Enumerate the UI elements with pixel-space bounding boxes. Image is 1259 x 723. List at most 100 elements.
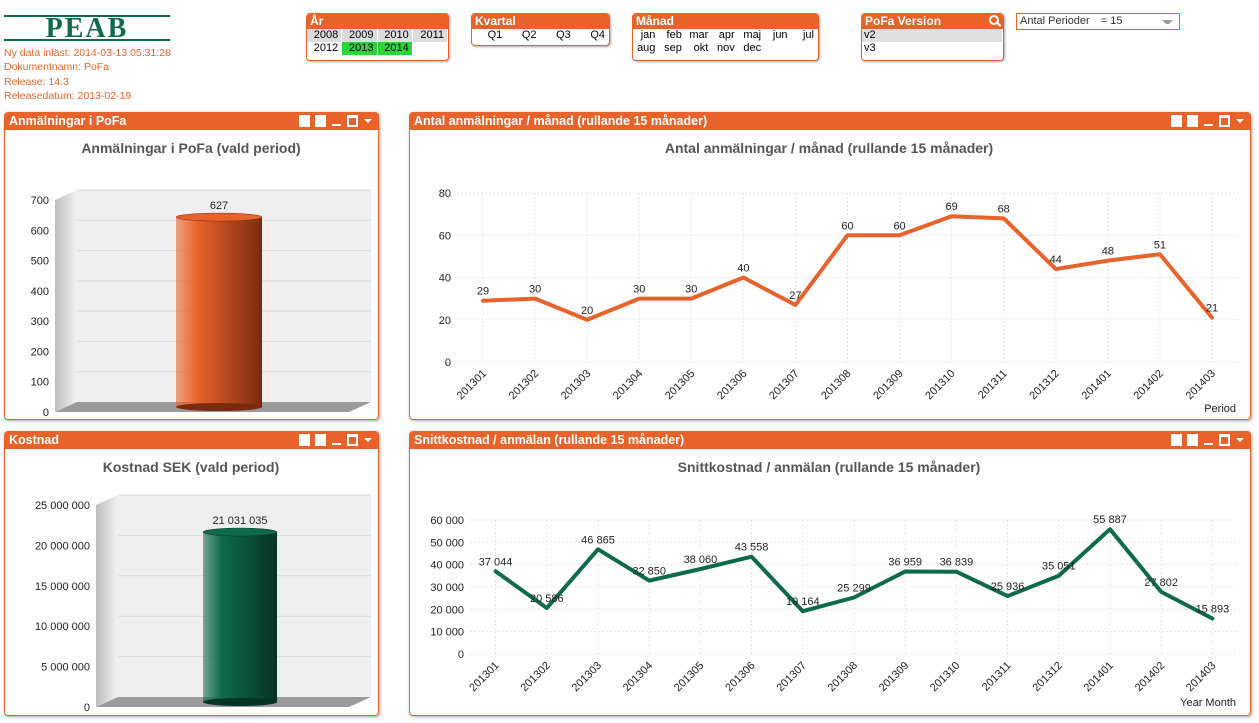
svg-text:PEAB: PEAB: [46, 13, 129, 44]
minimize-icon[interactable]: [331, 434, 342, 446]
data-label: 40: [737, 263, 749, 275]
print-icon[interactable]: [299, 115, 310, 127]
data-label: 36 959: [888, 556, 922, 568]
year-option-selected[interactable]: 2014: [377, 42, 413, 55]
periods-dropdown-label: Antal Perioder: [1020, 15, 1090, 27]
y-tick-label: 0: [43, 407, 49, 418]
year-listbox[interactable]: År 2008 2009 2010 2011 2012 2013 2014: [306, 13, 449, 61]
quarter-listbox[interactable]: Kvartal Q1 Q2 Q3 Q4: [471, 13, 610, 46]
pofa-version-option[interactable]: v2: [862, 29, 1003, 42]
maximize-icon[interactable]: [1219, 115, 1230, 127]
minimize-icon[interactable]: [1203, 434, 1214, 446]
x-tick-label: 201312: [1027, 368, 1061, 402]
year-option[interactable]: 2010: [377, 29, 413, 42]
data-label: 44: [1050, 254, 1062, 266]
quarter-option[interactable]: Q2: [506, 29, 541, 42]
chevron-down-icon[interactable]: [1162, 20, 1173, 24]
y-tick-label: 20 000: [430, 604, 464, 616]
panel-caption-text: Kostnad: [9, 433, 59, 447]
y-tick-label: 20 000 000: [35, 540, 90, 552]
menu-icon[interactable]: [363, 434, 374, 446]
quarter-option[interactable]: Q3: [540, 29, 575, 42]
menu-icon[interactable]: [1235, 434, 1246, 446]
y-tick-label: 0: [84, 702, 90, 714]
month-option[interactable]: jun: [765, 29, 792, 42]
x-tick-label: 201402: [1132, 368, 1166, 402]
bar-base: [176, 403, 262, 411]
periods-dropdown[interactable]: Antal Perioder = 15: [1016, 13, 1180, 30]
maximize-icon[interactable]: [347, 115, 358, 127]
x-tick-label: 201309: [877, 660, 911, 694]
quarter-option[interactable]: Q1: [472, 29, 507, 42]
y-tick-label: 40: [439, 273, 451, 285]
year-option[interactable]: 2011: [412, 29, 448, 42]
print-icon[interactable]: [299, 434, 310, 446]
data-label: 30: [633, 284, 645, 296]
excel-export-icon[interactable]: [315, 434, 326, 446]
series-line: [481, 214, 1214, 322]
data-label: 32 850: [632, 566, 666, 578]
data-label: 55 887: [1093, 514, 1127, 526]
data-label: 43 558: [735, 542, 769, 554]
info-release-date: Releasedatum: 2013-02-19: [4, 89, 132, 102]
x-tick-label: 201401: [1082, 660, 1116, 694]
month-listbox[interactable]: Månad jan feb mar apr maj jun jul aug se…: [632, 13, 819, 61]
x-tick-label: 201301: [467, 660, 501, 694]
minimize-icon[interactable]: [1203, 115, 1214, 127]
month-option[interactable]: mar: [685, 29, 713, 42]
year-option-empty: [412, 42, 448, 55]
x-tick-label: 201302: [518, 660, 552, 694]
excel-export-icon[interactable]: [1187, 115, 1198, 127]
peab-logo: PEAB: [4, 13, 170, 44]
menu-icon[interactable]: [363, 115, 374, 127]
bar: [176, 217, 262, 407]
x-tick-label: 201311: [980, 660, 1014, 694]
year-option-selected[interactable]: 2013: [342, 42, 378, 55]
print-icon[interactable]: [1171, 115, 1182, 127]
month-option[interactable]: sep: [659, 42, 686, 55]
year-option[interactable]: 2012: [307, 42, 343, 55]
cost-bar-chart: Kostnad SEK (vald period) 0 5 000 000 10 00…: [35, 459, 371, 714]
panel-registrations-per-month: Antal anmälningar / månad (rullande 15 m…: [409, 112, 1251, 420]
year-option[interactable]: 2009: [342, 29, 378, 42]
menu-icon[interactable]: [1235, 115, 1246, 127]
x-tick-label: 201304: [621, 660, 655, 694]
month-option[interactable]: maj: [738, 29, 766, 42]
x-tick-label: 201402: [1133, 660, 1167, 694]
month-option[interactable]: jul: [791, 29, 818, 42]
month-option[interactable]: feb: [659, 29, 686, 42]
y-tick-label: 200: [31, 346, 49, 358]
maximize-icon[interactable]: [347, 434, 358, 446]
month-option[interactable]: aug: [633, 42, 660, 55]
data-label: 20 586: [530, 593, 564, 605]
print-icon[interactable]: [1171, 434, 1182, 446]
excel-export-icon[interactable]: [315, 115, 326, 127]
pofa-version-listbox[interactable]: PoFa Version v2 v3: [861, 13, 1004, 61]
bar-top: [175, 212, 263, 222]
data-label: 25 936: [991, 581, 1025, 593]
month-option[interactable]: apr: [712, 29, 739, 42]
y-tick-label: 700: [31, 195, 49, 207]
x-tick-label: 201304: [611, 368, 645, 402]
y-tick-label: 40 000: [430, 560, 464, 572]
x-tick-label: 201310: [928, 660, 962, 694]
minimize-icon[interactable]: [331, 115, 342, 127]
y-tick-label: 20: [439, 315, 451, 327]
month-option[interactable]: okt: [685, 42, 713, 55]
month-option[interactable]: nov: [712, 42, 739, 55]
pofa-version-option[interactable]: v3: [862, 42, 1003, 55]
panel-caption-text: Antal anmälningar / månad (rullande 15 m…: [414, 114, 708, 128]
excel-export-icon[interactable]: [1187, 434, 1198, 446]
y-tick-label: 100: [31, 377, 49, 389]
month-option[interactable]: dec: [738, 42, 766, 55]
year-option[interactable]: 2008: [307, 29, 343, 42]
search-icon[interactable]: [989, 15, 999, 25]
panel-registrations: Anmälningar i PoFa Anmälningar i PoFa (v…: [4, 112, 379, 420]
panel-avg-cost: Snittkostnad / anmälan (rullande 15 måna…: [409, 431, 1251, 716]
maximize-icon[interactable]: [1219, 434, 1230, 446]
quarter-option[interactable]: Q4: [574, 29, 609, 42]
data-label: 27: [789, 290, 801, 302]
month-option[interactable]: jan: [633, 29, 660, 42]
pofa-version-listbox-title: PoFa Version: [862, 14, 1003, 29]
x-tick-label: 201305: [672, 660, 706, 694]
